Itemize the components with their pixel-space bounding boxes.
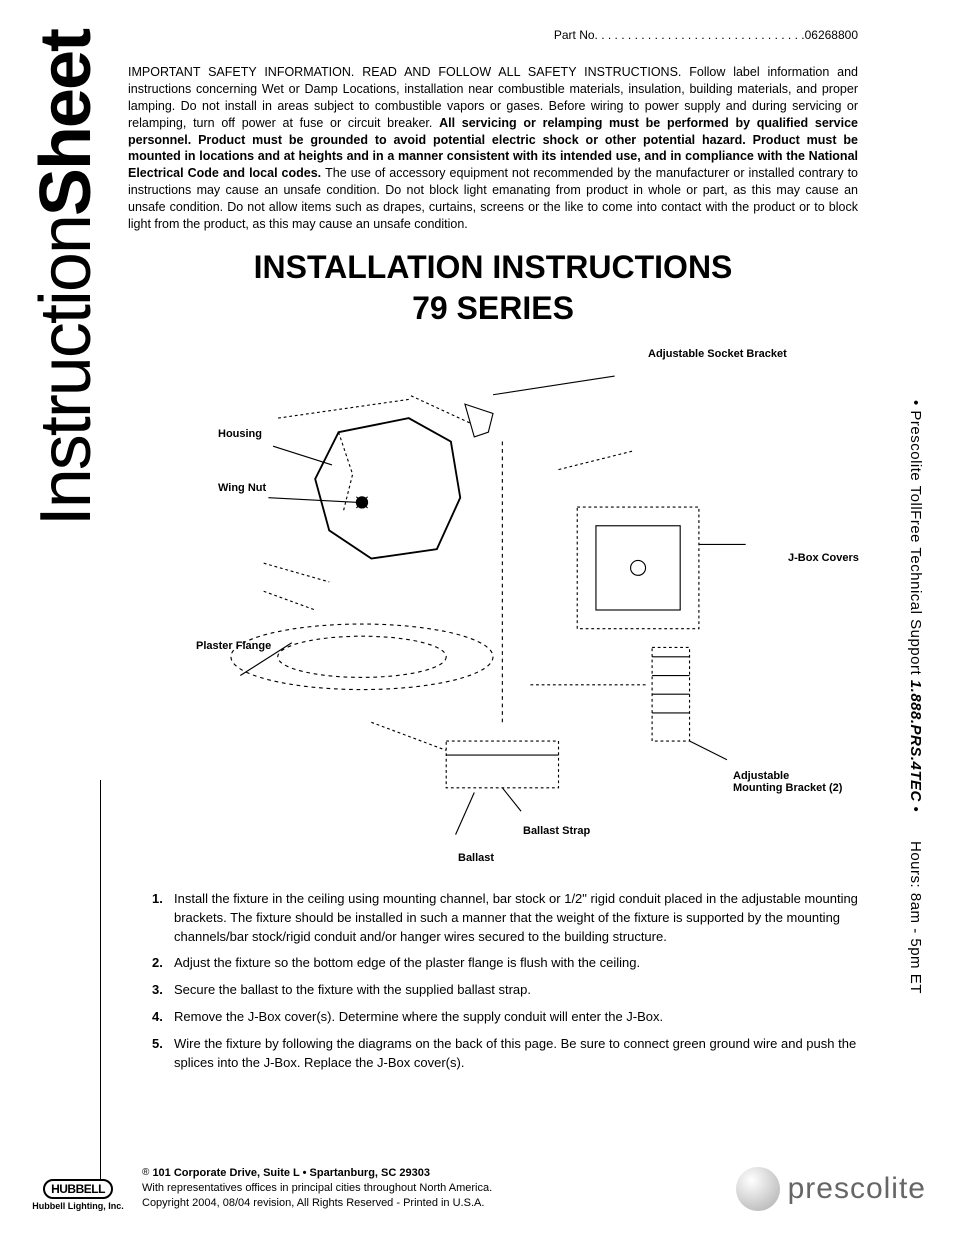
footer-address: ® 101 Corporate Drive, Suite L • Spartan… — [142, 1166, 736, 1211]
address-line1: 101 Corporate Drive, Suite L • Spartanbu… — [152, 1167, 430, 1179]
hubbell-badge: HUBBELL — [43, 1179, 113, 1199]
vertical-title: InstructionSheet — [30, 30, 102, 526]
part-number: 06268800 — [805, 28, 858, 42]
title-line1: INSTALLATION INSTRUCTIONS — [254, 249, 733, 285]
support-hours: Hours: 8am - 5pm ET — [907, 841, 924, 994]
label-plaster-flange: Plaster Flange — [196, 640, 271, 652]
step-2-text: Adjust the fixture so the bottom edge of… — [174, 954, 640, 973]
vertical-rule — [100, 780, 101, 1180]
exploded-diagram: Adjustable Socket Bracket Housing Wing N… — [128, 330, 858, 890]
diagram-svg — [128, 330, 858, 890]
page: InstructionSheet Part No. . . . . . . . … — [0, 0, 954, 1235]
step-5: 5.Wire the fixture by following the diag… — [148, 1035, 858, 1073]
prescolite-word: prescolite — [788, 1172, 926, 1206]
hubbell-logo: HUBBELL Hubbell Lighting, Inc. — [28, 1179, 128, 1211]
vertical-title-bold: Sheet — [26, 30, 106, 216]
step-3-text: Secure the ballast to the fixture with t… — [174, 981, 531, 1000]
hubbell-sub: Hubbell Lighting, Inc. — [28, 1201, 128, 1211]
title-line2: 79 SERIES — [412, 290, 574, 326]
label-wing-nut: Wing Nut — [218, 482, 266, 494]
registered-mark: ® — [142, 1167, 149, 1178]
address-line3: Copyright 2004, 08/04 revision, All Righ… — [142, 1197, 484, 1209]
label-jbox-covers: J-Box Covers — [788, 552, 859, 564]
part-number-row: Part No. . . . . . . . . . . . . . . . .… — [128, 28, 926, 42]
step-3: 3.Secure the ballast to the fixture with… — [148, 981, 858, 1000]
step-1: 1.Install the fixture in the ceiling usi… — [148, 890, 858, 947]
part-label: Part No. . . . . . . . . . . . . . . . .… — [554, 28, 805, 42]
support-rail: • Prescolite TollFree Technical Support … — [907, 400, 924, 994]
support-suffix: • — [907, 802, 924, 812]
safety-lead: IMPORTANT SAFETY INFORMATION. READ AND F… — [128, 65, 689, 79]
address-line2: With representatives offices in principa… — [142, 1182, 492, 1194]
main-title: INSTALLATION INSTRUCTIONS 79 SERIES — [128, 247, 858, 330]
vertical-title-thin: Instruction — [26, 216, 106, 526]
label-ballast: Ballast — [458, 852, 494, 864]
label-ballast-strap: Ballast Strap — [523, 825, 590, 837]
step-5-text: Wire the fixture by following the diagra… — [174, 1035, 858, 1073]
label-adjustable-mounting-bracket: Adjustable Mounting Bracket (2) — [733, 770, 842, 794]
support-prefix: • Prescolite TollFree Technical Support — [907, 400, 924, 680]
footer: HUBBELL Hubbell Lighting, Inc. ® 101 Cor… — [28, 1166, 926, 1211]
sphere-icon — [736, 1167, 780, 1211]
prescolite-logo: prescolite — [736, 1167, 926, 1211]
step-4: 4.Remove the J-Box cover(s). Determine w… — [148, 1008, 858, 1027]
instruction-steps: 1.Install the fixture in the ceiling usi… — [148, 890, 858, 1073]
step-4-text: Remove the J-Box cover(s). Determine whe… — [174, 1008, 663, 1027]
step-2: 2.Adjust the fixture so the bottom edge … — [148, 954, 858, 973]
label-adjustable-socket-bracket: Adjustable Socket Bracket — [648, 348, 787, 360]
label-housing: Housing — [218, 428, 262, 440]
step-1-text: Install the fixture in the ceiling using… — [174, 890, 858, 947]
support-phone: 1.888.PRS.4TEC — [907, 680, 924, 802]
safety-paragraph: IMPORTANT SAFETY INFORMATION. READ AND F… — [128, 64, 858, 233]
